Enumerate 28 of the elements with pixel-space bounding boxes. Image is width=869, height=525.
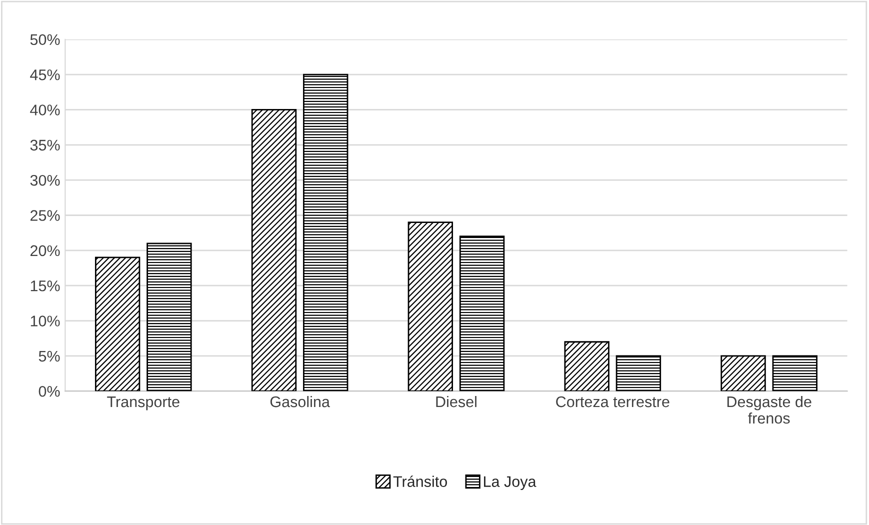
y-tick-label: 0% bbox=[38, 386, 60, 397]
legend-label: Tránsito bbox=[393, 476, 447, 487]
x-tick-label: Desgaste de frenos bbox=[727, 396, 812, 424]
y-tick-label: 40% bbox=[30, 104, 60, 116]
y-tick-label: 25% bbox=[30, 210, 60, 221]
bar bbox=[94, 256, 140, 392]
y-tick-label: 5% bbox=[38, 350, 60, 362]
bar bbox=[772, 355, 818, 392]
y-tick-label: 50% bbox=[30, 34, 60, 46]
legend-label: La Joya bbox=[484, 476, 536, 490]
y-tick-label: 20% bbox=[30, 245, 60, 256]
bar bbox=[408, 222, 454, 392]
bar bbox=[251, 109, 297, 392]
y-tick-label: 10% bbox=[30, 316, 60, 326]
bar bbox=[564, 341, 610, 392]
y-tick-label: 45% bbox=[30, 69, 60, 80]
bar bbox=[459, 236, 505, 392]
y-tick-label: 30% bbox=[30, 174, 60, 186]
x-tick-label: Corteza terrestre bbox=[556, 396, 670, 408]
x-tick-label: Transporte bbox=[107, 396, 180, 410]
bar bbox=[303, 74, 348, 392]
bar bbox=[720, 355, 766, 392]
x-tick-label: Gasolina bbox=[270, 396, 330, 408]
x-tick-label: Diesel bbox=[436, 396, 476, 408]
y-tick-label: 15% bbox=[30, 280, 60, 292]
y-tick-label: 35% bbox=[30, 140, 60, 151]
bar bbox=[616, 355, 662, 392]
bar bbox=[146, 242, 192, 392]
